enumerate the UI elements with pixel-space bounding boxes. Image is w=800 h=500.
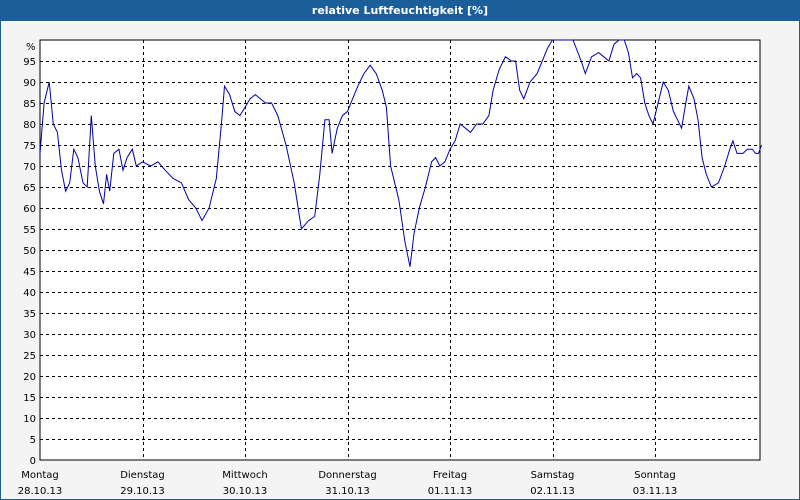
- y-tick-label: 15: [23, 393, 36, 404]
- y-axis-label: %: [26, 42, 36, 53]
- x-tick-date: 31.10.13: [325, 486, 370, 497]
- y-tick-label: 80: [23, 120, 36, 131]
- y-tick-label: 40: [23, 288, 36, 299]
- y-axis-ticks: 0 5 10 15 20 25 30 35 40 45 50 55 60 65 70 75 80 85 90 95: [23, 57, 36, 467]
- humidity-line: [39, 39, 763, 267]
- y-tick-label: 85: [23, 99, 36, 110]
- x-tick-date: 01.11.13: [428, 486, 473, 497]
- y-tick-label: 95: [23, 57, 36, 68]
- x-tick-day: Freitag: [433, 470, 467, 481]
- x-tick-date: 28.10.13: [18, 486, 63, 497]
- y-tick-label: 60: [23, 204, 36, 215]
- grid-lines: [40, 40, 760, 460]
- x-tick-day: Mittwoch: [222, 470, 267, 481]
- y-tick-label: 30: [23, 330, 36, 341]
- y-tick-label: 50: [23, 246, 36, 257]
- x-tick-date: 29.10.13: [120, 486, 165, 497]
- y-tick-label: 90: [23, 78, 36, 89]
- x-tick-date: 03.11.13: [633, 486, 678, 497]
- chart-title: relative Luftfeuchtigkeit [%]: [1, 1, 799, 21]
- y-tick-label: 10: [23, 414, 36, 425]
- x-tick-day: Dienstag: [120, 470, 165, 481]
- y-tick-label: 45: [23, 267, 36, 278]
- y-tick-label: 65: [23, 183, 36, 194]
- series-layer: [39, 39, 763, 267]
- x-tick-date: 30.10.13: [223, 486, 268, 497]
- y-tick-label: 35: [23, 309, 36, 320]
- x-axis-ticks: Montag 28.10.13 Dienstag 29.10.13 Mittwoch 30…: [18, 470, 678, 497]
- y-tick-label: 25: [23, 351, 36, 362]
- x-tick-day: Sonntag: [634, 470, 676, 481]
- y-tick-label: 55: [23, 225, 36, 236]
- y-tick-label: 75: [23, 141, 36, 152]
- x-tick-day: Samstag: [531, 470, 575, 481]
- x-tick-day: Donnerstag: [318, 470, 376, 481]
- x-tick-date: 02.11.13: [530, 486, 575, 497]
- x-tick-day: Montag: [21, 470, 58, 481]
- y-tick-label: 20: [23, 372, 36, 383]
- y-tick-label: 70: [23, 162, 36, 173]
- y-tick-label: 5: [30, 435, 36, 446]
- y-tick-label: 0: [30, 456, 36, 467]
